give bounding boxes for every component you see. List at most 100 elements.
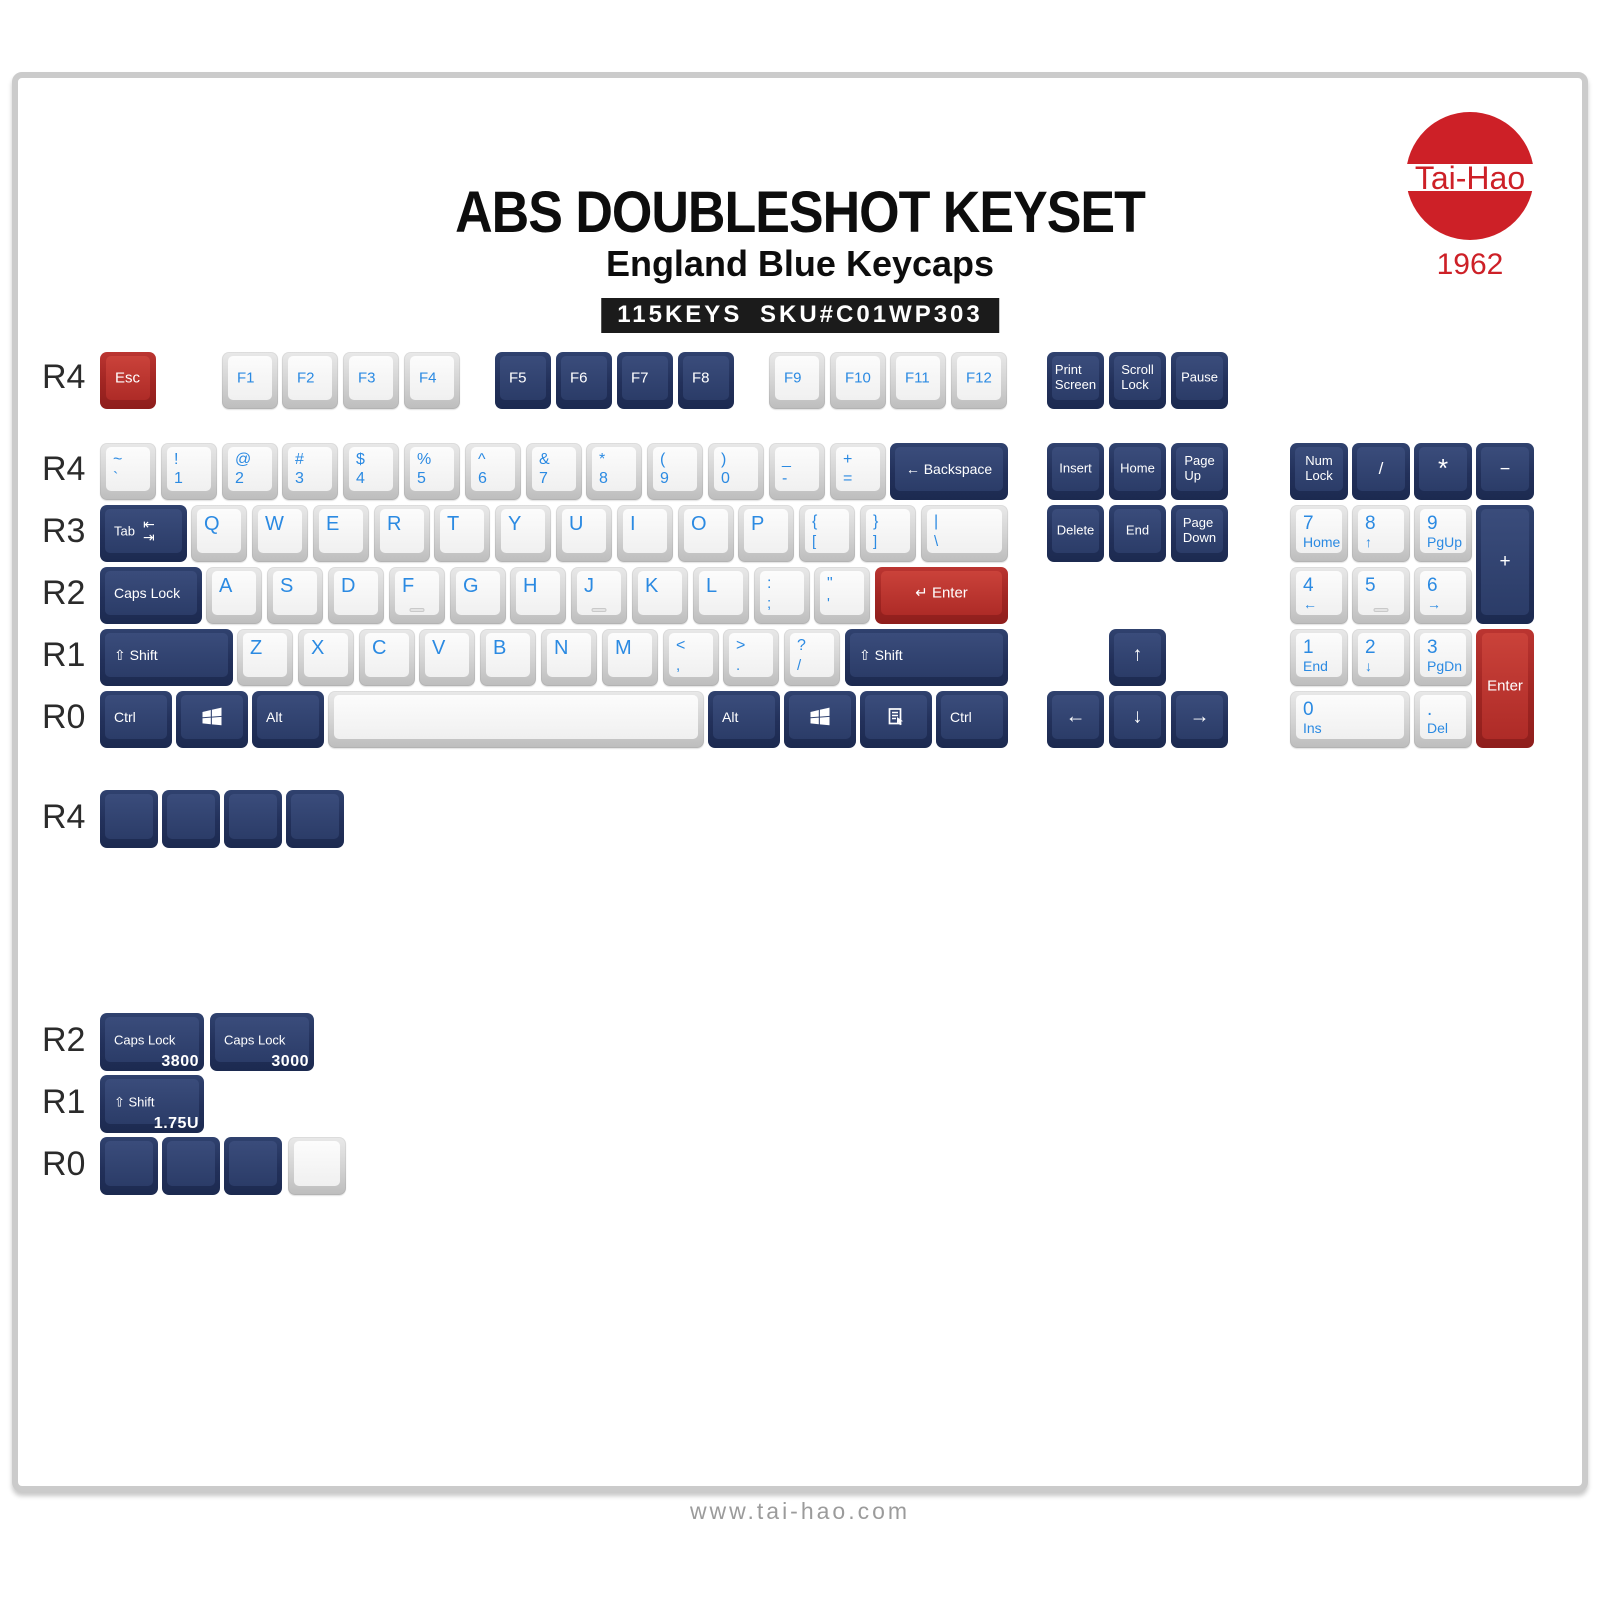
keycap-top [181, 695, 243, 739]
key-ctrl-right: Ctrl [936, 691, 1008, 748]
keycap-top: Y [501, 509, 545, 553]
key-f2: F2 [282, 352, 338, 409]
keycap-top: }] [866, 509, 910, 553]
key-legend: Z [250, 637, 263, 659]
key-legend: S [280, 575, 294, 597]
key-caps-lock-3800: Caps Lock 3800 [100, 1013, 204, 1071]
key-blank-r4-2 [162, 790, 220, 848]
key-legend: $ [356, 451, 365, 468]
key-sub-legend: End [1303, 658, 1328, 674]
key-legend: : [767, 575, 772, 592]
key-legend: F6 [570, 369, 588, 387]
key-sub-legend: 9 [660, 470, 669, 487]
key-i: I [617, 505, 673, 562]
key-n: N [541, 629, 597, 686]
key-sub-legend: 4 [356, 470, 365, 487]
key-sub-legend: 0 [721, 470, 730, 487]
key-blank-r0-white [288, 1137, 346, 1195]
keycap-top: :; [760, 571, 804, 615]
key-sub-legend: ' [827, 595, 830, 612]
key-f9: F9 [769, 352, 825, 409]
key-legend: ⇧ Shift [859, 647, 903, 663]
key-sub-legend: ↑ [1365, 534, 1372, 550]
keycap-top: U [562, 509, 606, 553]
key-win-left [176, 691, 248, 748]
key-legend: T [447, 513, 460, 535]
key-legend: Page Up [1184, 453, 1215, 483]
key-legend: _ [782, 451, 791, 468]
key-legend: End [1125, 522, 1150, 538]
key-1: ! 1 [161, 443, 217, 500]
key-size-label: 3000 [271, 1053, 309, 1070]
key-legend: > [736, 637, 746, 654]
key-caps-lock: Caps Lock [100, 567, 202, 624]
row-label-r2: R2 [42, 574, 86, 612]
key-numpad-divide: / [1352, 443, 1410, 500]
key-legend: ← [1065, 705, 1086, 728]
keycap-top: ↵ Enter [881, 571, 1002, 615]
key-2: @2 [222, 443, 278, 500]
key-legend: ) [721, 451, 727, 468]
keycap-top: . Del [1420, 695, 1466, 739]
key-sub-legend: / [797, 657, 802, 674]
key-num-lock: Num Lock [1290, 443, 1348, 500]
keycap-top: | \ [927, 509, 1002, 553]
footer-url: www.tai-hao.com [689, 1498, 911, 1524]
keycap-top: ) 0 [714, 447, 758, 491]
keycap-top: ↑ [1114, 633, 1161, 677]
key-f7: F7 [617, 352, 673, 409]
key-numpad-plus: + [1476, 505, 1534, 624]
key-legend: 1 [1303, 637, 1314, 658]
keycap-top: % 5 [410, 447, 454, 491]
key-blank-r0-2 [162, 1137, 220, 1195]
sku-badge: 115KEYS SKU#C01WP303 [601, 298, 999, 333]
keycap-top: C [365, 633, 409, 677]
key-arrow-up: ↑ [1109, 629, 1166, 686]
key-f1: F1 [222, 352, 278, 409]
key-legend: ( [660, 451, 666, 468]
key-f10: F10 [830, 352, 886, 409]
key-legend: A [219, 575, 233, 597]
key-numpad-minus: − [1476, 443, 1534, 500]
key-f6: F6 [556, 352, 612, 409]
key-sub-legend: ] [873, 533, 878, 550]
key-enter: ↵ Enter [875, 567, 1008, 624]
sheet-border [12, 72, 1588, 1492]
keycap-top: Pause [1176, 356, 1223, 400]
key-legend: F8 [692, 369, 710, 387]
keycap-top [167, 794, 215, 839]
key-legend: ! [174, 451, 179, 468]
key-legend: → [1189, 705, 1210, 728]
key-f3: F3 [343, 352, 399, 409]
keycap-top: / [1357, 447, 1405, 491]
key-pause: Pause [1171, 352, 1228, 409]
key-legend: Caps Lock [224, 1032, 286, 1047]
product-title: ABS DOUBLESHOT KEYSET [455, 180, 1146, 246]
row-label-r2: R2 [42, 1021, 86, 1059]
key-tab: Tab ⇤ ⇥ [100, 505, 187, 562]
key-c: C [359, 629, 415, 686]
key-k: K [632, 567, 688, 624]
keycap-top: K [638, 571, 682, 615]
key-sub-legend: - [782, 470, 788, 487]
key-legend: X [311, 637, 325, 659]
keycap-top [334, 695, 698, 739]
key-legend: & [539, 451, 550, 468]
key-legend: Delete [1056, 522, 1095, 538]
key-legend: Pause [1181, 369, 1218, 385]
key-9: (9 [647, 443, 703, 500]
keycap-top: N [547, 633, 591, 677]
keycap-top: 6 → [1420, 571, 1466, 615]
key-z: Z [237, 629, 293, 686]
keycap-top: 3 PgDn [1420, 633, 1466, 677]
key-arrow-down: ↓ [1109, 691, 1166, 748]
key-m: M [602, 629, 658, 686]
keycap-top: F [395, 571, 439, 615]
key-legend: ↵ Enter [915, 584, 968, 602]
keycap-top: Num Lock [1295, 447, 1343, 491]
keycap-top: 7 Home [1296, 509, 1342, 553]
key-f: F [389, 567, 445, 624]
keycap-top: F5 [500, 356, 546, 400]
key-menu [860, 691, 932, 748]
